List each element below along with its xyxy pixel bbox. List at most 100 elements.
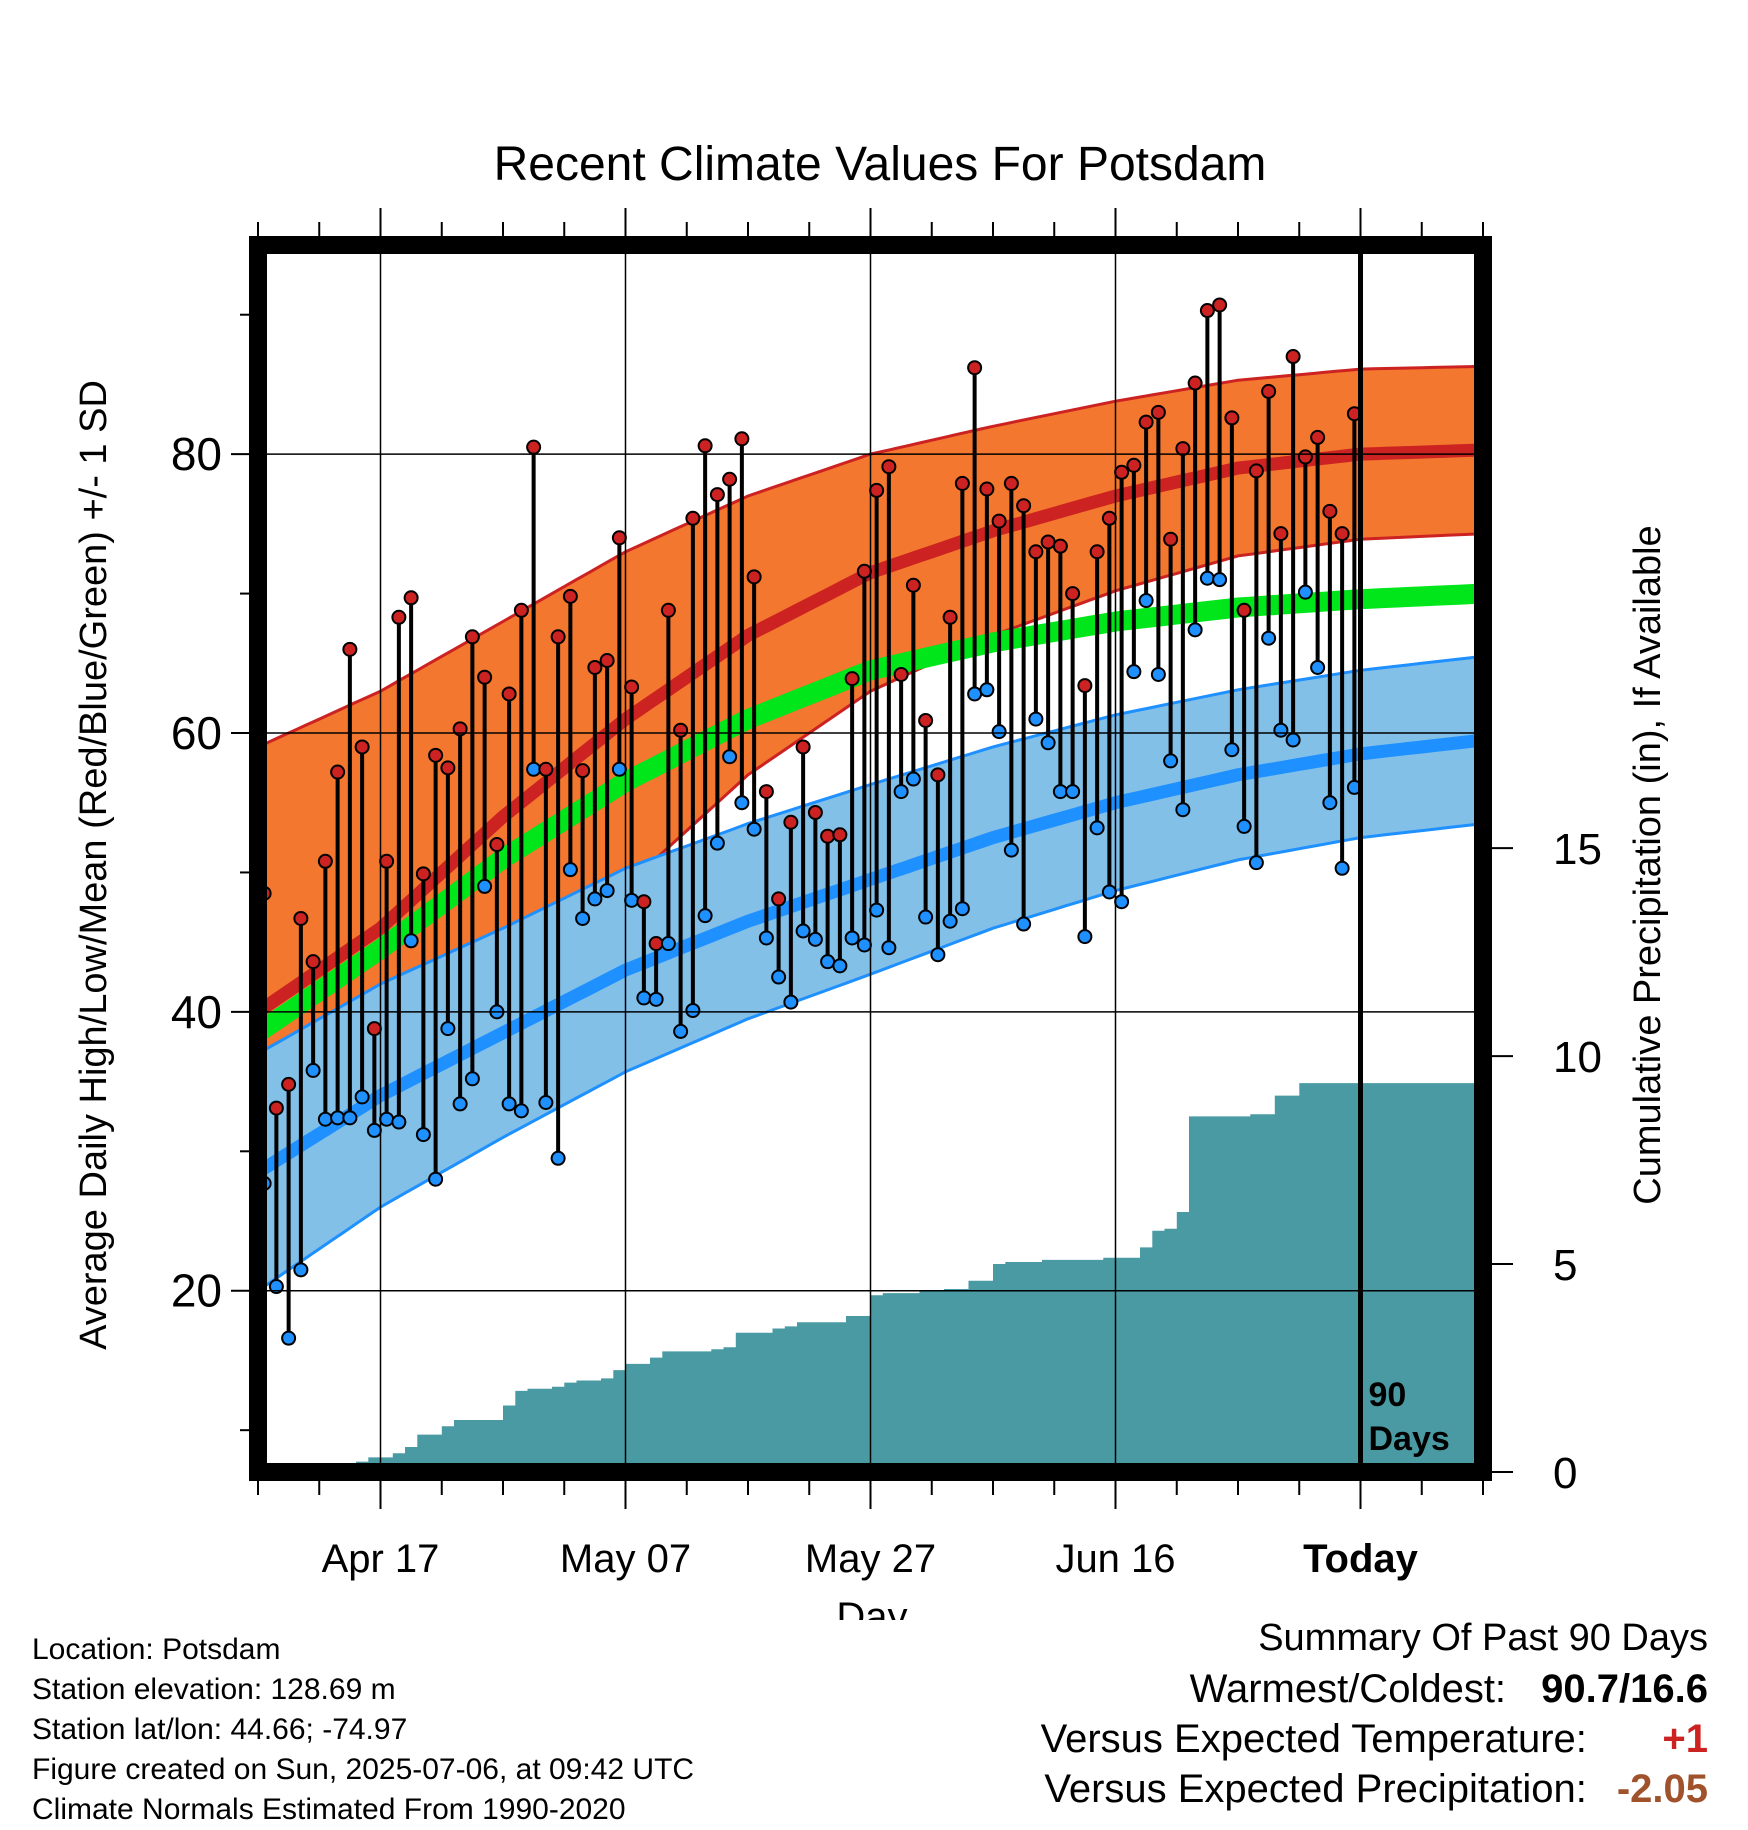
daily-low-point xyxy=(930,947,946,963)
daily-low-point xyxy=(905,771,921,787)
daily-high-point xyxy=(415,866,431,882)
daily-low-point xyxy=(954,901,970,917)
daily-low-point xyxy=(709,835,725,851)
daily-high-point xyxy=(967,360,983,376)
daily-high-point xyxy=(575,763,591,779)
daily-low-point xyxy=(501,1096,517,1112)
daily-high-point xyxy=(648,936,664,952)
daily-high-point xyxy=(428,747,444,763)
daily-high-point xyxy=(611,530,627,546)
daily-low-point xyxy=(268,1279,284,1295)
daily-high-point xyxy=(979,481,995,497)
daily-low-point xyxy=(1126,664,1142,680)
daily-low-point xyxy=(611,761,627,777)
daily-high-point xyxy=(746,569,762,585)
daily-high-point xyxy=(1187,375,1203,391)
daily-low-point xyxy=(538,1095,554,1111)
daily-high-point xyxy=(342,641,358,657)
daily-low-point xyxy=(428,1171,444,1187)
daily-low-point xyxy=(844,930,860,946)
daily-high-point xyxy=(1028,544,1044,560)
daily-high-point xyxy=(452,721,468,737)
daily-high-point xyxy=(856,563,872,579)
daily-low-point xyxy=(795,923,811,939)
daily-low-point xyxy=(1224,742,1240,758)
daily-low-point xyxy=(1261,630,1277,646)
daily-low-point xyxy=(1089,820,1105,836)
y-axis-label: Average Daily High/Low/Mean (Red/Blue/Gr… xyxy=(73,380,115,1350)
daily-high-point xyxy=(1261,383,1277,399)
daily-low-point xyxy=(1322,795,1338,811)
daily-high-point xyxy=(881,459,897,475)
y2-axis-label: Cumulative Precipitation (in), If Availa… xyxy=(1627,525,1669,1204)
daily-high-point xyxy=(820,828,836,844)
daily-high-point xyxy=(1138,414,1154,430)
daily-low-point xyxy=(942,913,958,929)
daily-high-point xyxy=(1114,464,1130,480)
daily-low-point xyxy=(746,821,762,837)
daily-high-point xyxy=(526,439,542,455)
daily-low-point xyxy=(342,1110,358,1126)
daily-low-point xyxy=(477,878,493,894)
daily-high-point xyxy=(1273,526,1289,542)
daily-high-point xyxy=(599,653,615,669)
y-tick-label: 20 xyxy=(171,1265,222,1317)
daily-low-point xyxy=(624,892,640,908)
daily-high-point xyxy=(722,471,738,487)
climate-chart: Recent Climate Values For Potsdam 90 Days… xyxy=(73,138,1669,1620)
daily-low-point xyxy=(562,862,578,878)
daily-low-point xyxy=(440,1021,456,1037)
daily-high-point xyxy=(918,712,934,728)
daily-high-point xyxy=(293,910,309,926)
daily-high-point xyxy=(391,609,407,625)
daily-high-point xyxy=(709,487,725,503)
x-tick-label: Today xyxy=(1303,1537,1419,1581)
daily-high-point xyxy=(1310,429,1326,445)
daily-high-point xyxy=(844,671,860,687)
y2-tick-label: 15 xyxy=(1553,825,1602,874)
daily-low-point xyxy=(1114,894,1130,910)
daily-high-point xyxy=(758,784,774,800)
plot-frame xyxy=(249,236,1492,1481)
daily-low-point xyxy=(1016,916,1032,932)
daily-low-point xyxy=(599,883,615,899)
daily-low-point xyxy=(881,940,897,956)
daily-low-point xyxy=(317,1111,333,1127)
daily-low-point xyxy=(856,937,872,953)
plot-content xyxy=(258,297,1483,1472)
daily-high-point xyxy=(1150,404,1166,420)
daily-low-point xyxy=(1310,659,1326,675)
daily-high-point xyxy=(1199,303,1215,319)
daily-low-point xyxy=(1212,572,1228,588)
x-tick-label: May 27 xyxy=(805,1537,936,1581)
latlon-text: Station lat/lon: 44.66; -74.97 xyxy=(32,1713,408,1746)
daily-low-point xyxy=(1052,784,1068,800)
daily-high-point xyxy=(281,1076,297,1092)
daily-high-point xyxy=(440,760,456,776)
daily-high-point xyxy=(330,764,346,780)
daily-low-point xyxy=(685,1002,701,1018)
daily-high-point xyxy=(942,609,958,625)
daily-high-point xyxy=(550,629,566,645)
precip-vs-expected-value: -2.05 xyxy=(1616,1767,1708,1811)
daily-high-point xyxy=(1236,602,1252,618)
elevation-text: Station elevation: 128.69 m xyxy=(32,1673,396,1706)
y-tick-label: 40 xyxy=(171,986,222,1038)
daily-high-point xyxy=(1322,503,1338,519)
summary-title: Summary Of Past 90 Days xyxy=(1258,1617,1708,1659)
daily-low-point xyxy=(1077,929,1093,945)
daily-high-point xyxy=(624,679,640,695)
daily-low-point xyxy=(697,908,713,924)
today-marker-label-days: Days xyxy=(1369,1420,1450,1458)
warmest-coldest-value: 90.7/16.6 xyxy=(1541,1667,1708,1711)
daily-low-point xyxy=(1150,666,1166,682)
daily-low-point xyxy=(1236,818,1252,834)
daily-high-point xyxy=(1016,498,1032,514)
daily-high-point xyxy=(954,475,970,491)
daily-high-point xyxy=(905,577,921,593)
daily-low-point xyxy=(918,909,934,925)
x-tick-label: Jun 16 xyxy=(1055,1537,1175,1581)
daily-low-point xyxy=(452,1096,468,1112)
daily-low-point xyxy=(575,910,591,926)
daily-low-point xyxy=(1334,860,1350,876)
